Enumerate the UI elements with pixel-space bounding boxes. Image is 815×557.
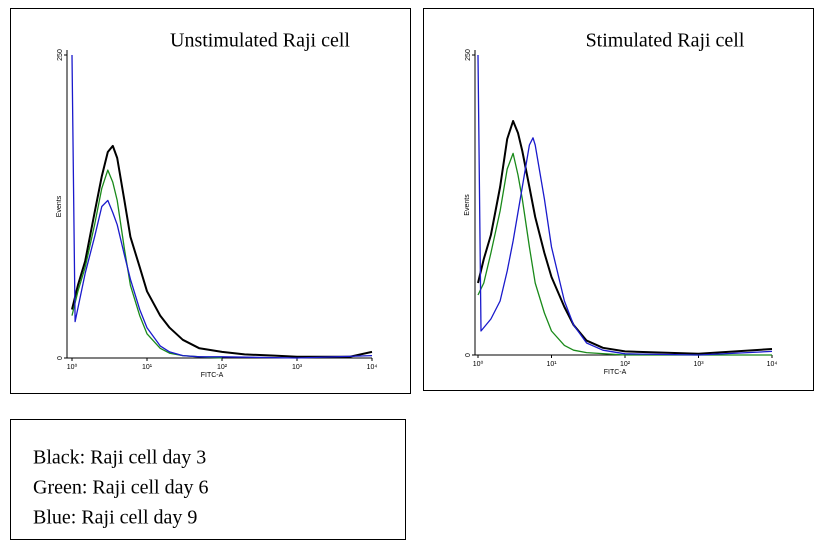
y-tick-label: 0 <box>465 353 472 357</box>
legend-entry: Green: Raji cell day 6 <box>33 477 209 499</box>
series-line <box>71 144 373 358</box>
x-tick-label: 10⁴ <box>367 364 378 371</box>
x-tick-label: 10⁰ <box>473 360 484 368</box>
chart-title: Unstimulated Raji cell <box>170 30 350 52</box>
x-tick-label: 10¹ <box>142 364 153 371</box>
series-line <box>477 152 772 356</box>
y-tick-label: 250 <box>57 49 64 61</box>
y-axis-label: Events <box>464 194 471 216</box>
x-tick-label: 10³ <box>693 361 704 368</box>
legend-entry: Blue: Raji cell day 9 <box>33 507 197 529</box>
y-tick-label: 0 <box>57 356 64 360</box>
x-tick-label: 10⁴ <box>767 361 778 368</box>
series-line <box>477 54 773 356</box>
y-tick-label: 250 <box>465 49 472 61</box>
panel-frame <box>423 8 814 391</box>
legend-frame <box>10 419 406 540</box>
chart-title: Stimulated Raji cell <box>586 30 745 52</box>
x-axis-label: FITC-A <box>201 372 224 379</box>
x-axis-label: FITC-A <box>604 369 627 376</box>
x-tick-label: 10⁰ <box>67 363 78 371</box>
x-tick-label: 10² <box>217 364 228 371</box>
panel-frame <box>10 8 411 394</box>
series-line <box>71 169 223 359</box>
x-tick-label: 10³ <box>292 364 303 371</box>
x-tick-label: 10¹ <box>546 361 557 368</box>
x-tick-label: 10² <box>620 361 631 368</box>
series-line <box>477 120 773 355</box>
legend-entry: Black: Raji cell day 3 <box>33 447 206 469</box>
series-line <box>71 54 373 359</box>
y-axis-label: Events <box>56 195 63 217</box>
